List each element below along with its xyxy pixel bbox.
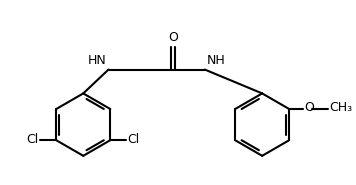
Text: Cl: Cl — [27, 133, 39, 146]
Text: Cl: Cl — [128, 133, 140, 146]
Text: CH₃: CH₃ — [329, 101, 352, 114]
Text: HN: HN — [88, 54, 106, 67]
Text: O: O — [168, 31, 178, 44]
Text: O: O — [304, 101, 314, 114]
Text: NH: NH — [207, 54, 226, 67]
